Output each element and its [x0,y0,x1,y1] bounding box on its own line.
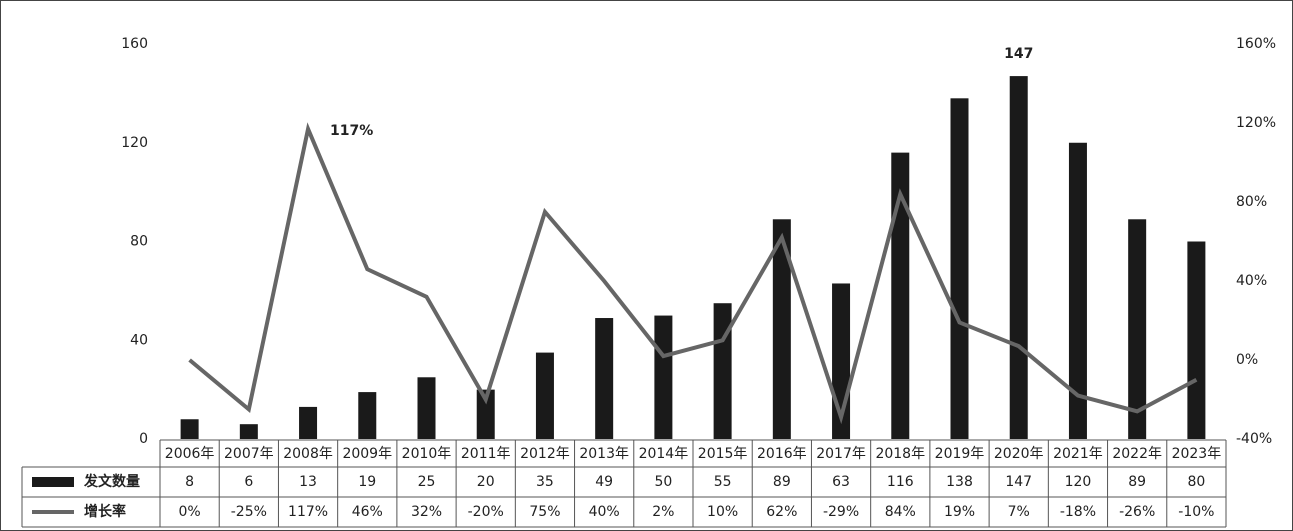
bar [239,424,258,439]
bar [595,318,614,439]
table-value: 49 [595,474,613,490]
table-value: 25 [418,474,436,490]
x-tick-label: 2021年 [1053,446,1103,462]
x-tick-label: 2008年 [283,446,333,462]
table-value: 20 [477,474,495,490]
y-tick-label: 0 [139,431,148,447]
bar [772,219,791,439]
bar [1128,219,1147,439]
bar [713,303,732,439]
table-value: 80 [1187,474,1205,490]
table-value: 63 [832,474,850,490]
table-value: 6 [244,474,253,490]
x-tick-label: 2019年 [935,446,985,462]
table-value: 2% [652,504,674,520]
table-value: 84% [885,504,916,520]
table-value: 7% [1008,504,1030,520]
x-tick-label: 2010年 [402,446,452,462]
bar [654,315,673,439]
bar [1187,241,1206,439]
table-value: 19 [358,474,376,490]
table-value: -10% [1178,504,1214,520]
x-tick-label: 2020年 [994,446,1044,462]
bar [180,419,199,439]
table-value: 35 [536,474,554,490]
x-tick-label: 2017年 [816,446,866,462]
x-tick-label: 2006年 [165,446,215,462]
table-value: -25% [231,504,267,520]
x-tick-label: 2018年 [875,446,925,462]
bar [1009,76,1028,439]
y-tick-label: 160 [121,36,148,52]
table-value: -29% [823,504,859,520]
x-tick-label: 2022年 [1112,446,1162,462]
table-value: 40% [589,504,620,520]
table-value: 117% [288,504,328,520]
line [188,122,1198,425]
table-value: 32% [411,504,442,520]
bar [358,392,377,439]
x-tick-label: 2023年 [1172,446,1222,462]
table-value: 75% [529,504,560,520]
bar [535,352,554,439]
x-tick-label: 2014年 [639,446,689,462]
legend-label: 增长率 [84,503,126,520]
y-tick-label: 80 [130,234,148,250]
table-value: 147 [1005,474,1032,490]
y2-tick-label: 120% [1236,115,1276,131]
y2-tick-label: -40% [1236,431,1272,447]
bar [476,389,495,439]
bar [1068,142,1087,439]
table-value: 120 [1065,474,1092,490]
x-tick-label: 2013年 [579,446,629,462]
bar [299,406,318,439]
y2-tick-label: 80% [1236,194,1267,210]
annotation: 147 [1004,46,1033,62]
table-value: 50 [654,474,672,490]
table-value: 62% [766,504,797,520]
table-value: 19% [944,504,975,520]
bar [950,98,969,439]
bar [417,377,436,439]
x-tick-label: 2009年 [342,446,392,462]
x-tick-label: 2015年 [698,446,748,462]
y2-tick-label: 40% [1236,273,1267,289]
y-tick-label: 120 [121,135,148,151]
table-value: 13 [299,474,317,490]
x-tick-label: 2012年 [520,446,570,462]
table-value: -20% [468,504,504,520]
x-tick-label: 2011年 [461,446,511,462]
table-value: 138 [946,474,973,490]
table-value: -26% [1119,504,1155,520]
table-value: 8 [185,474,194,490]
x-tick-label: 2007年 [224,446,274,462]
table-value: 10% [707,504,738,520]
table-value: 116 [887,474,914,490]
y2-tick-label: 0% [1236,352,1258,368]
annotation: 117% [330,123,373,139]
table-value: 89 [773,474,791,490]
x-tick-label: 2016年 [757,446,807,462]
table-value: 89 [1128,474,1146,490]
table-value: 46% [352,504,383,520]
table-value: -18% [1060,504,1096,520]
y2-tick-label: 160% [1236,36,1276,52]
y-tick-label: 40 [130,332,148,348]
bar [891,152,910,439]
table-value: 0% [179,504,201,520]
legend-label: 发文数量 [83,473,140,490]
table-value: 55 [714,474,732,490]
legend-swatch [32,477,74,487]
